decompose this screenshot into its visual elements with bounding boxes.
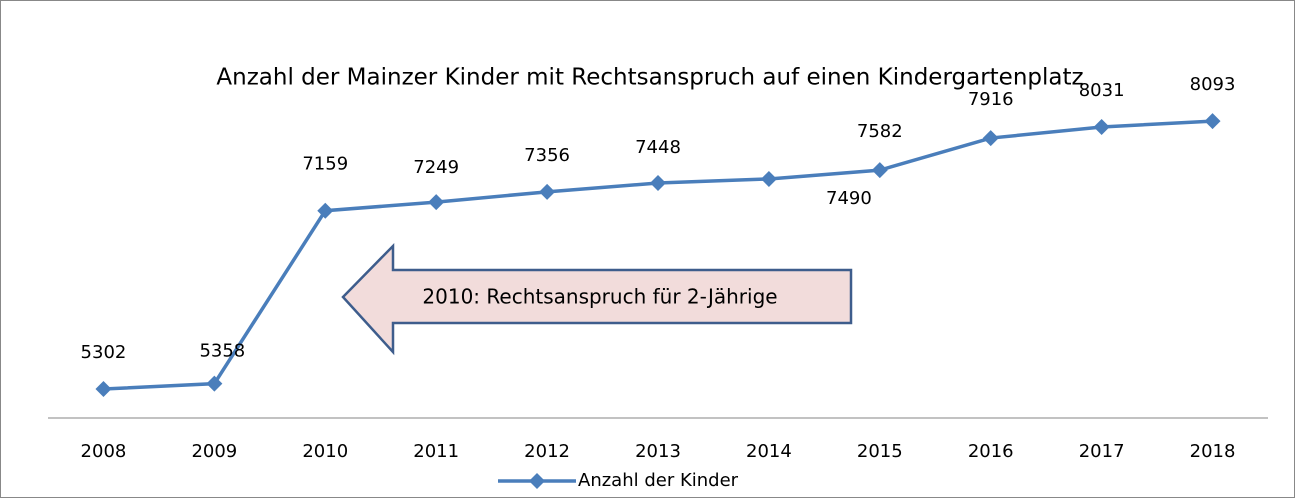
chart-title: Anzahl der Mainzer Kinder mit Rechtsansp… [216,65,1083,91]
data-label: 7582 [857,121,903,142]
data-label: 7159 [302,154,348,175]
x-tick-label: 2009 [191,441,237,462]
x-tick-label: 2010 [302,441,348,462]
data-label: 5358 [199,341,245,362]
legend-marker [529,473,545,489]
data-label: 5302 [81,342,127,363]
marker [317,202,334,219]
marker [206,375,223,392]
x-tick-label: 2008 [81,441,127,462]
data-label: 7356 [524,145,570,166]
marker [95,381,112,398]
annotation: 2010: Rechtsanspruch für 2-Jährige [422,285,777,309]
legend-label: Anzahl der Kinder [578,470,739,491]
x-tick-label: 2013 [635,441,681,462]
x-tick-label: 2018 [1190,441,1236,462]
x-tick-label: 2017 [1079,441,1125,462]
marker [650,174,666,191]
data-label: 7448 [635,137,681,158]
marker [871,162,888,179]
data-label: 8031 [1079,80,1125,101]
x-tick-label: 2012 [524,441,570,462]
data-label: 7249 [413,157,459,178]
data-label: 8093 [1190,74,1236,95]
marker [539,183,556,200]
annotation-arrow [341,242,853,356]
data-label: 7916 [968,89,1014,110]
marker [1093,119,1110,136]
x-tick-label: 2011 [413,441,459,462]
marker [428,194,445,211]
marker [982,130,999,147]
x-tick-label: 2014 [746,441,792,462]
marker [1204,113,1221,130]
marker [760,170,777,187]
data-label: 7490 [826,188,872,209]
x-tick-label: 2016 [968,441,1014,462]
x-tick-label: 2015 [857,441,903,462]
